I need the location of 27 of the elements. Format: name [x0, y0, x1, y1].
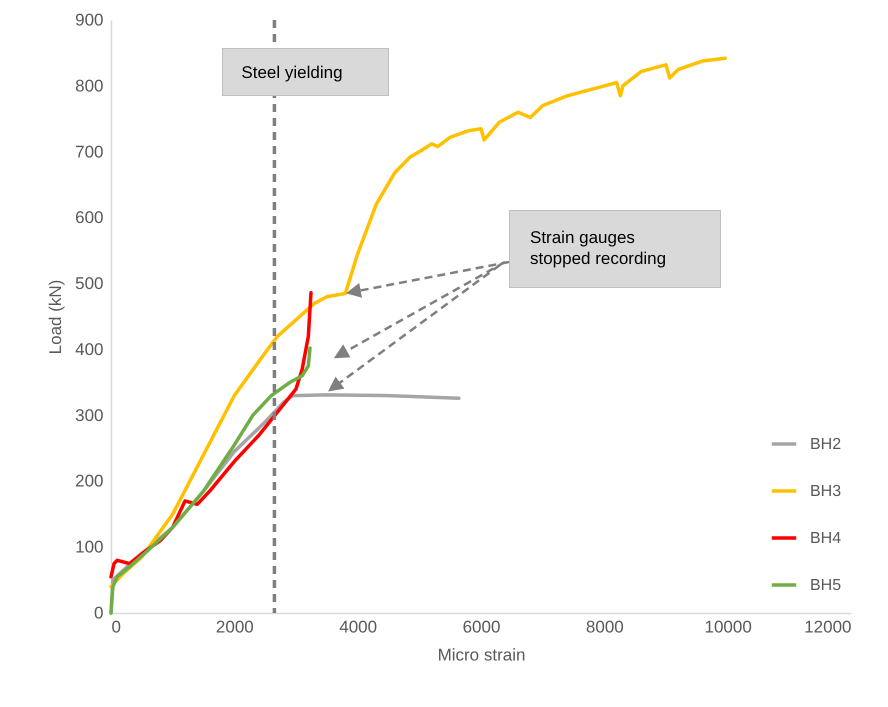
x-tick-label: 12000 [804, 618, 852, 636]
y-tick-label: 700 [75, 142, 104, 162]
callout-box: Strain gauges stopped recording [509, 210, 721, 288]
y-tick-label: 500 [75, 274, 104, 294]
x-axis-title: Micro strain [438, 646, 526, 664]
label-box: Steel yielding [222, 48, 390, 96]
legend-label: BH3 [810, 483, 842, 500]
legend-label: BH4 [810, 530, 842, 547]
line-series [109, 346, 312, 615]
x-tick-label: 6000 [462, 618, 500, 636]
x-tick-label: 2000 [216, 618, 254, 636]
y-tick-label: 400 [75, 340, 104, 359]
x-tick-label: 8000 [586, 618, 624, 636]
y-tick-label: 900 [75, 10, 104, 30]
y-tick-label: 300 [75, 406, 104, 425]
x-tick-label: 4000 [339, 618, 378, 636]
legend-label: BH5 [810, 577, 842, 594]
y-tick-label: 600 [75, 208, 104, 228]
y-tick-label: 0 [94, 604, 104, 622]
line-series [109, 56, 727, 588]
x-tick-label: 0 [112, 618, 121, 636]
x-tick-label: 10000 [704, 618, 752, 636]
legend-label: BH2 [810, 436, 842, 453]
y-tick-label: 100 [75, 538, 104, 557]
y-axis-title: Load (kN) [46, 280, 66, 354]
y-tick-label: 200 [75, 472, 104, 491]
y-tick-label: 800 [75, 76, 104, 96]
